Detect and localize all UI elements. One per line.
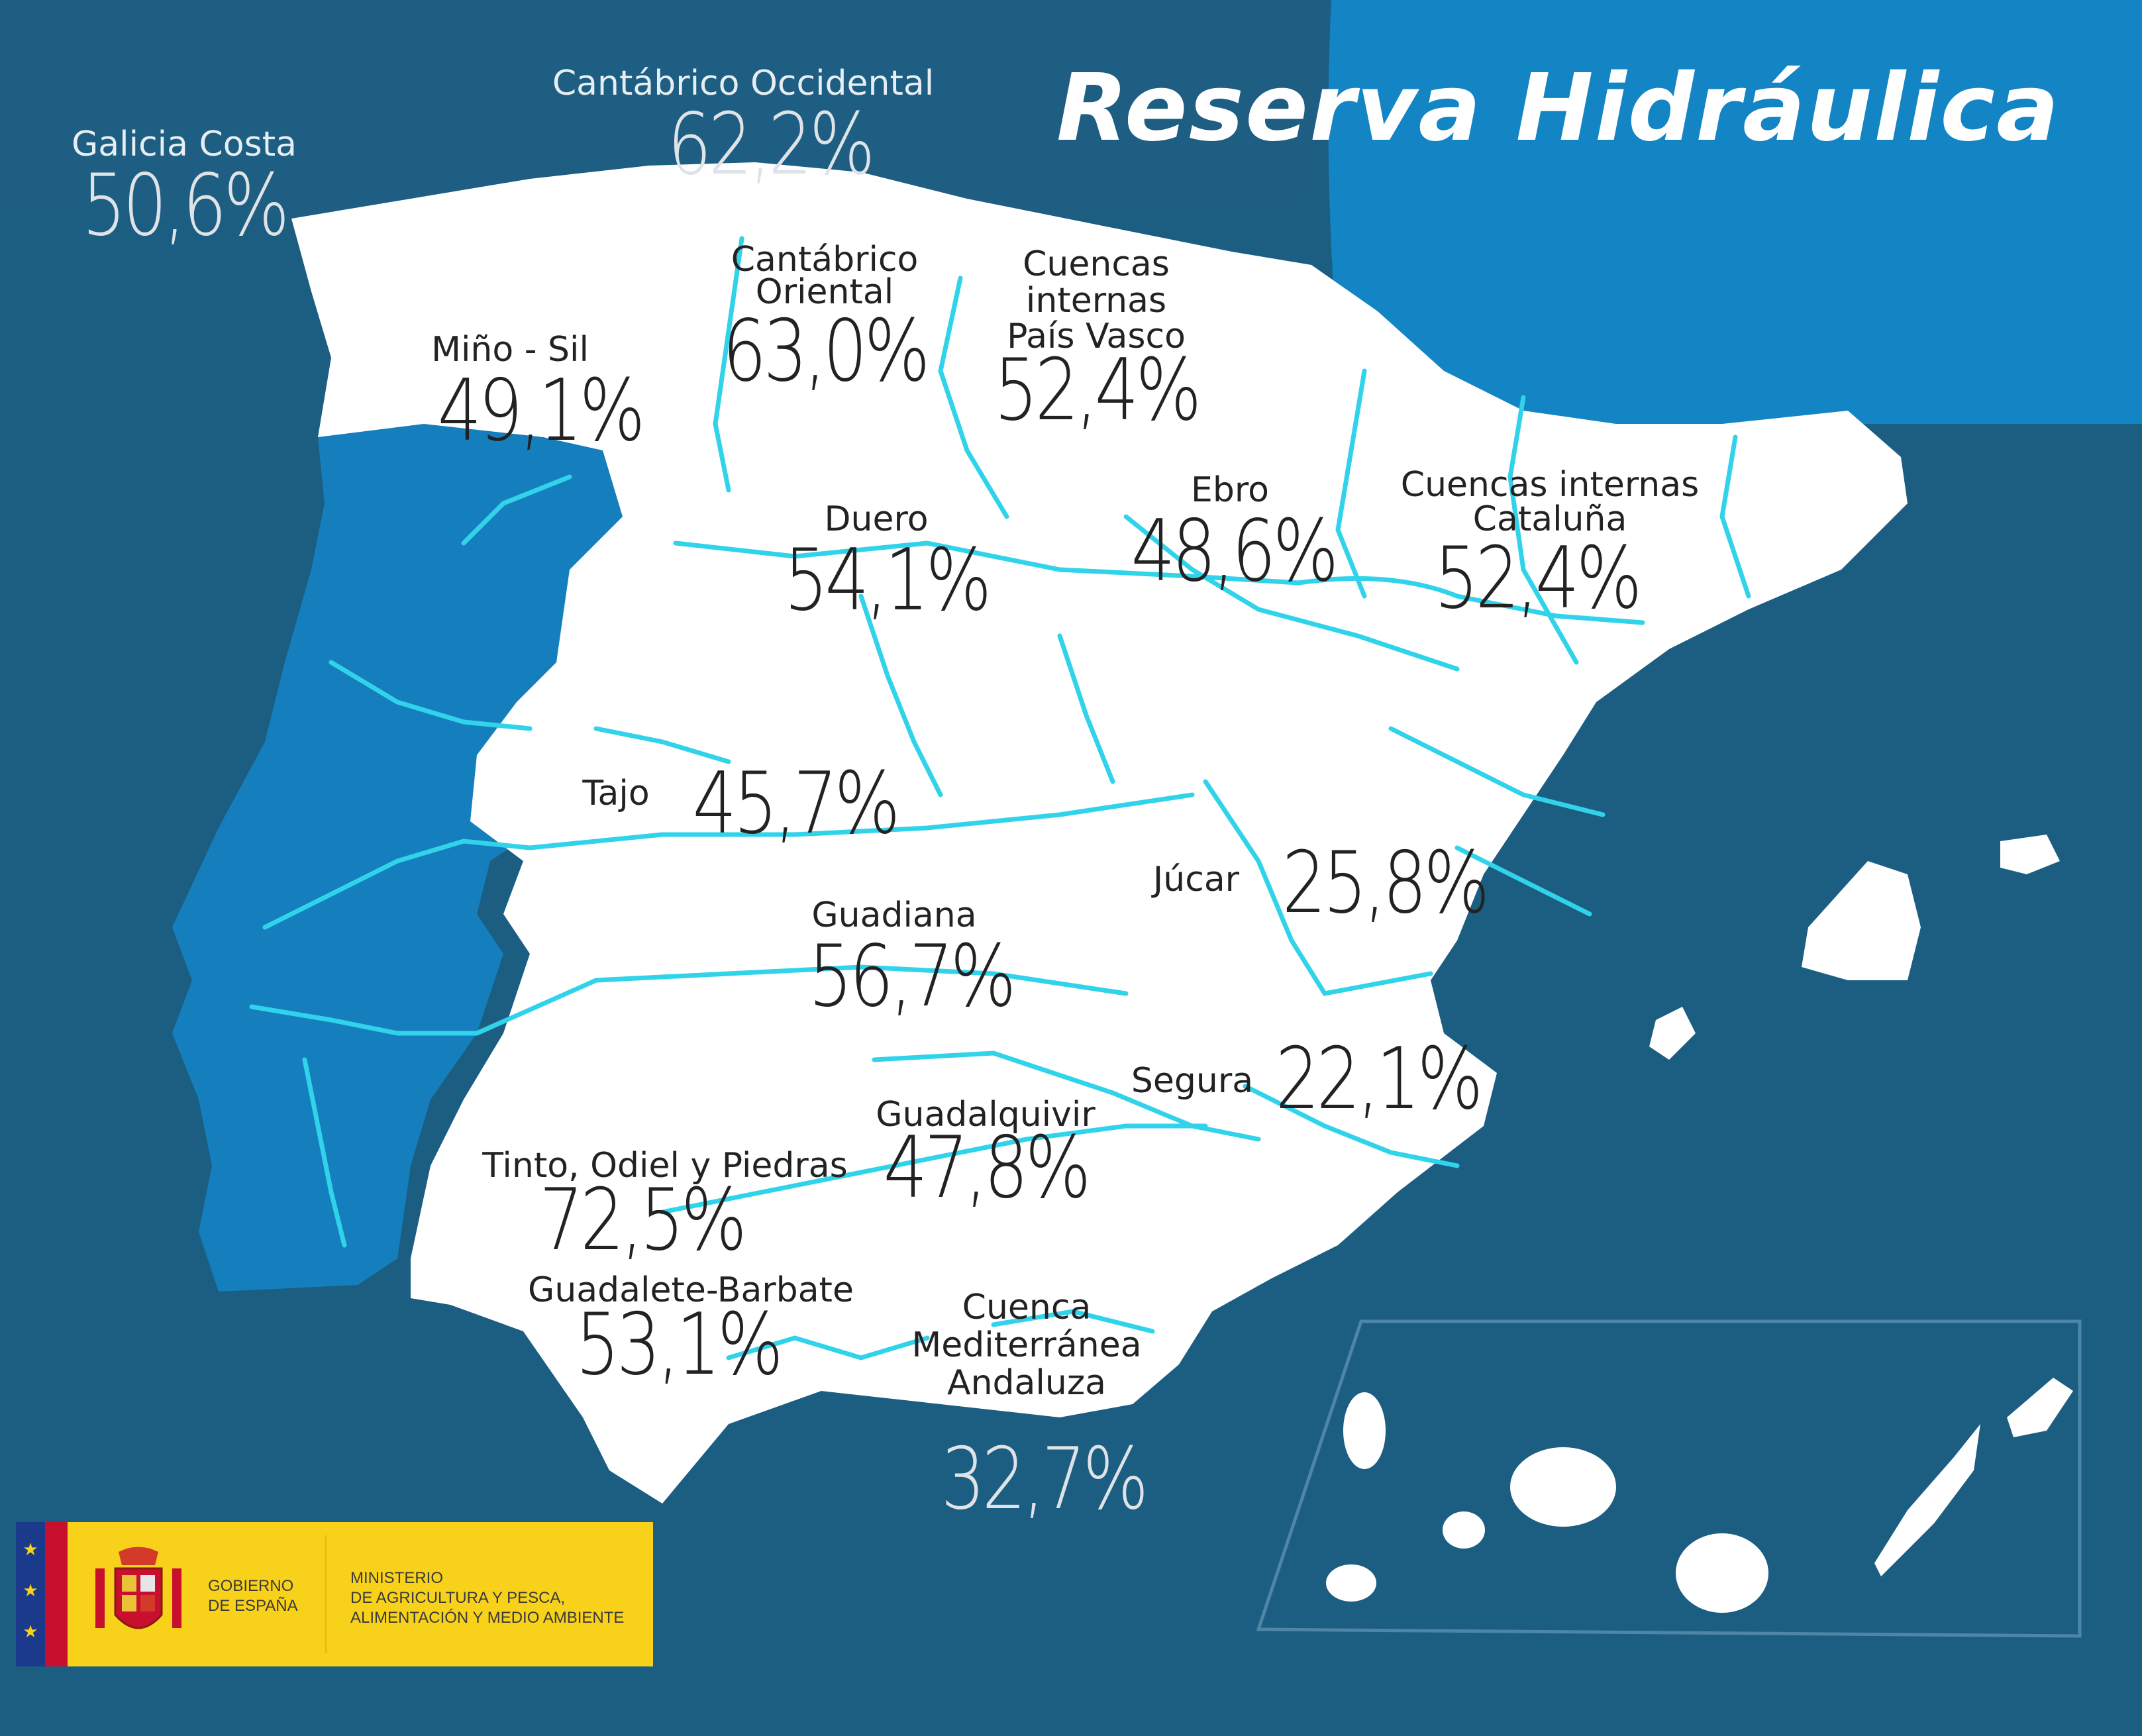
basin-value: 50,6% [81, 156, 290, 256]
basin-jucar-name-wrap: Júcar [1152, 860, 1240, 899]
basin-cantabrico-occidental: Cantábrico Occidental 62,2% [552, 64, 935, 195]
mallorca-shape [1802, 861, 1921, 980]
basin-name: Ebro [1191, 470, 1269, 510]
svg-text:★: ★ [23, 1581, 38, 1601]
portugal-shape [172, 424, 623, 1292]
basin-name: Cantábrico Oriental [731, 240, 919, 313]
basin-value: 52,4% [994, 340, 1202, 440]
coat-of-arms-icon [95, 1547, 181, 1629]
basin-name: Guadalquivir [876, 1095, 1096, 1135]
basin-name: Tajo [582, 774, 650, 813]
basin-name: Segura [1131, 1061, 1254, 1101]
river-network [249, 236, 1751, 1360]
basin-mediterranea-andaluza-value-wrap: 32,7% [919, 1437, 1168, 1522]
basin-value: 32,7% [941, 1430, 1149, 1529]
basin-value: 53,1% [575, 1296, 784, 1395]
basin-pais-vasco: Cuencas internas País Vasco 52,4% [972, 246, 1221, 433]
basin-value: 62,2% [667, 95, 876, 195]
basin-value: 47,8% [883, 1119, 1092, 1218]
basin-cantabrico-oriental: Cantábrico Oriental 63,0% [700, 240, 950, 401]
eu-flag-stripe: ★ ★ ★ [16, 1522, 68, 1666]
basin-name: Galicia Costa [72, 125, 297, 164]
basin-ebro: Ebro 48,6% [1109, 471, 1358, 601]
gobierno-text: GOBIERNO DE ESPAÑA [208, 1577, 298, 1615]
basin-value: 52,4% [1434, 529, 1643, 628]
basin-segura-name-wrap: Segura [1131, 1062, 1253, 1100]
basin-name: Cuencas internas País Vasco [1007, 244, 1186, 357]
top-band [0, 0, 1331, 219]
basin-name: Duero [824, 499, 929, 539]
basin-galicia-costa: Galicia Costa 50,6% [60, 125, 309, 256]
map-title: Reserva Hidráulica [1056, 54, 2061, 162]
basin-guadiana: Guadiana 56,7% [786, 896, 1036, 1027]
ministerio-text: MINISTERIO DE AGRICULTURA Y PESCA, ALIME… [350, 1569, 625, 1627]
basin-value: 22,1% [1275, 1030, 1484, 1129]
spain-shape [291, 162, 1908, 1504]
basin-jucar: 25,8% [1260, 841, 1509, 926]
basin-tajo-name-wrap: Tajo [582, 774, 650, 813]
basin-value: 63,0% [722, 301, 931, 401]
basin-duero: Duero 54,1% [762, 500, 1011, 631]
basin-value: 54,1% [784, 531, 992, 631]
basin-value: 72,5% [539, 1171, 748, 1270]
basin-value: 45,7% [692, 754, 901, 853]
canary-inset-frame [1256, 1319, 2082, 1638]
basin-segura: 22,1% [1253, 1037, 1503, 1122]
basin-value: 48,6% [1131, 502, 1339, 601]
basin-value: 56,7% [808, 927, 1017, 1027]
svg-text:★: ★ [23, 1540, 38, 1560]
basin-tajo: 45,7% [670, 762, 920, 846]
basin-name: Miño - Sil [431, 330, 589, 370]
canary-islands [1326, 1378, 2073, 1613]
basin-cataluna: Cuencas internas Cataluña 52,4% [1401, 468, 1699, 621]
menorca-shape [2000, 835, 2060, 874]
logo-divider [325, 1535, 327, 1653]
title-panel [1328, 0, 2142, 424]
basin-name: Júcar [1152, 860, 1240, 899]
government-logo: ★ ★ ★ GOBIERNO DE ESPAÑA MINISTERIO DE A… [16, 1522, 653, 1666]
basin-mediterranea-andaluza: Cuenca Mediterránea Andaluza [911, 1288, 1142, 1404]
basin-tinto-odiel-piedras: Tinto, Odiel y Piedras 72,5% [482, 1147, 847, 1263]
basin-name: Cuencas internas Cataluña [1400, 465, 1700, 539]
basin-name: Guadalete-Barbate [528, 1270, 854, 1310]
basin-name: Cuenca Mediterránea Andaluza [911, 1288, 1142, 1404]
basin-name: Cantábrico Occidental [552, 64, 935, 103]
svg-text:★: ★ [23, 1622, 38, 1642]
basin-guadalete-barbate: Guadalete-Barbate 53,1% [528, 1270, 854, 1395]
ibiza-shape [1649, 1007, 1696, 1060]
basin-guadalquivir: Guadalquivir 47,8% [861, 1096, 1111, 1211]
basin-value: 25,8% [1282, 834, 1490, 933]
basin-name: Tinto, Odiel y Piedras [482, 1146, 848, 1186]
basin-value: 49,1% [437, 362, 646, 461]
basin-mino-sil: Miño - Sil 49,1% [356, 331, 665, 454]
basin-name: Guadiana [811, 895, 977, 935]
